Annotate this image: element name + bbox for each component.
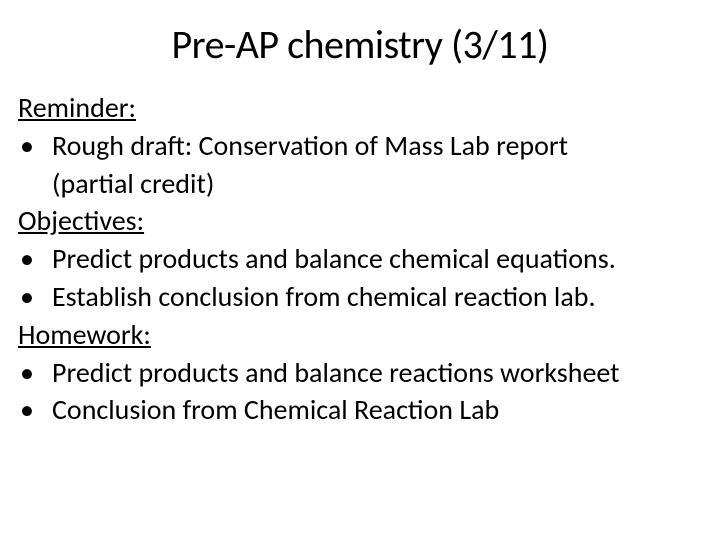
homework-item-1: • Predict products and balance reactions… bbox=[18, 354, 702, 392]
homework-heading: Homework: bbox=[18, 316, 702, 354]
bullet-text: Rough draft: Conservation of Mass Lab re… bbox=[52, 127, 702, 165]
bullet-text: Establish conclusion from chemical react… bbox=[52, 278, 702, 316]
bullet-mark: • bbox=[18, 391, 52, 429]
bullet-mark: • bbox=[18, 354, 52, 392]
reminder-heading: Reminder: bbox=[18, 89, 702, 127]
homework-item-2: • Conclusion from Chemical Reaction Lab bbox=[18, 391, 702, 429]
slide-title: Pre-AP chemistry (3/11) bbox=[18, 20, 702, 69]
bullet-text: Predict products and balance reactions w… bbox=[52, 354, 702, 392]
reminder-item-1-cont: (partial credit) bbox=[18, 165, 702, 203]
objectives-item-2: • Establish conclusion from chemical rea… bbox=[18, 278, 702, 316]
objectives-heading: Objectives: bbox=[18, 202, 702, 240]
objectives-item-1: • Predict products and balance chemical … bbox=[18, 240, 702, 278]
bullet-mark: • bbox=[18, 127, 52, 165]
reminder-item-1: • Rough draft: Conservation of Mass Lab … bbox=[18, 127, 702, 165]
bullet-text: Predict products and balance chemical eq… bbox=[52, 240, 702, 278]
bullet-mark: • bbox=[18, 240, 52, 278]
bullet-text: Conclusion from Chemical Reaction Lab bbox=[52, 391, 702, 429]
slide-body: Reminder: • Rough draft: Conservation of… bbox=[18, 89, 702, 429]
bullet-mark: • bbox=[18, 278, 52, 316]
